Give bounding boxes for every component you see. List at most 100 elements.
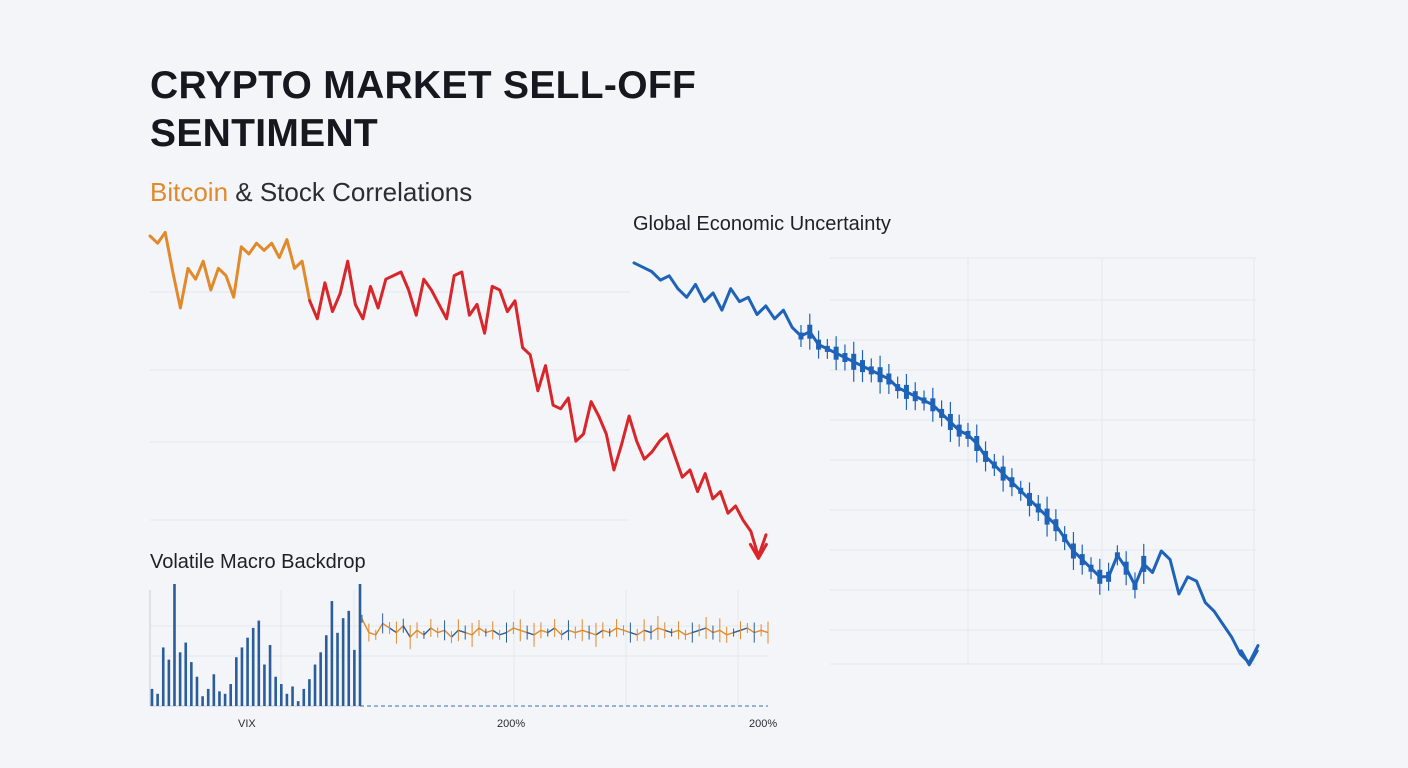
bitcoin-line-chart bbox=[148, 230, 768, 560]
volatility-line-chart bbox=[361, 613, 769, 650]
volatility-segment bbox=[740, 627, 748, 631]
vix-axis-label: VIX bbox=[238, 718, 256, 730]
global-candle-body bbox=[816, 339, 822, 350]
global-candle-body bbox=[974, 436, 980, 451]
global-candle-body bbox=[895, 384, 901, 392]
global-candle-body bbox=[868, 366, 874, 375]
volatility-segment bbox=[657, 627, 666, 631]
volatility-segment bbox=[485, 629, 493, 634]
volatility-segment bbox=[430, 627, 439, 634]
vix-bar bbox=[173, 584, 176, 706]
global-candle-body bbox=[1132, 580, 1138, 590]
global-candle-body bbox=[912, 391, 918, 402]
volatility-tick-2: 200% bbox=[749, 718, 778, 730]
vix-bar bbox=[206, 688, 210, 706]
global-candle-body bbox=[1044, 508, 1050, 525]
volatility-segment bbox=[368, 631, 376, 636]
volatility-segment bbox=[520, 629, 528, 634]
volatility-segment bbox=[595, 629, 604, 636]
volatility-segment bbox=[609, 627, 617, 634]
volatility-tick-1: 200% bbox=[497, 718, 526, 730]
volatility-segment bbox=[692, 629, 700, 634]
vix-bar bbox=[156, 693, 159, 706]
volatility-segment bbox=[382, 622, 390, 629]
volatility-segment bbox=[705, 627, 714, 634]
vix-bar bbox=[201, 696, 204, 706]
vix-bar bbox=[268, 645, 272, 706]
global-candle-body bbox=[947, 414, 953, 430]
volatility-segment bbox=[643, 629, 652, 634]
global-candle-body bbox=[1018, 487, 1024, 494]
vix-bar bbox=[308, 679, 311, 706]
global-candle-body bbox=[1106, 571, 1112, 582]
vix-bar bbox=[302, 688, 306, 706]
vix-bar bbox=[257, 620, 261, 706]
vix-bar bbox=[229, 684, 233, 706]
volatility-segment bbox=[650, 627, 659, 634]
volatility-segment bbox=[402, 625, 411, 638]
global-series-line bbox=[632, 261, 1260, 665]
vix-bar bbox=[195, 676, 199, 706]
vix-bar bbox=[313, 664, 317, 706]
global-candle-body bbox=[903, 384, 909, 399]
vix-bar bbox=[347, 610, 351, 706]
volatility-segment bbox=[678, 629, 686, 636]
global-candle-body bbox=[983, 450, 989, 462]
global-candle-body bbox=[851, 353, 857, 370]
volatility-segment bbox=[554, 627, 563, 636]
volatility-segment bbox=[540, 629, 549, 634]
vix-bar-chart bbox=[149, 584, 768, 707]
volatility-segment bbox=[568, 629, 576, 634]
volatility-segment bbox=[547, 627, 556, 634]
volatility-segment bbox=[581, 629, 590, 634]
global-candle-body bbox=[833, 346, 839, 360]
vix-bar bbox=[218, 691, 221, 706]
volatility-segment bbox=[471, 627, 480, 636]
global-candle-body bbox=[798, 332, 804, 340]
global-candle-body bbox=[1026, 492, 1032, 506]
vix-bar bbox=[161, 647, 165, 706]
vix-bar bbox=[184, 642, 188, 706]
vix-bar bbox=[240, 647, 244, 706]
volatility-segment bbox=[746, 627, 755, 634]
volatility-segment bbox=[712, 629, 721, 634]
volatility-segment bbox=[526, 631, 535, 636]
global-candle-body bbox=[1079, 554, 1085, 566]
global-candle-body bbox=[842, 353, 848, 362]
global-candle-body bbox=[1123, 561, 1129, 575]
vix-bar bbox=[330, 601, 334, 706]
volatility-segment bbox=[698, 627, 707, 631]
global-candle-body bbox=[1070, 543, 1076, 559]
volatility-segment bbox=[375, 623, 384, 636]
volatility-segment bbox=[444, 629, 452, 638]
global-candle-body bbox=[930, 398, 936, 412]
vix-bar bbox=[274, 676, 277, 706]
global-candle-body bbox=[1035, 503, 1041, 513]
volatility-segment bbox=[754, 629, 762, 634]
vix-bar bbox=[324, 635, 328, 706]
global-candle-body bbox=[1097, 569, 1103, 584]
global-candle-body bbox=[1053, 519, 1059, 532]
vix-bar bbox=[263, 664, 266, 706]
global-candle-body bbox=[921, 397, 927, 404]
volatility-segment bbox=[506, 627, 514, 634]
volatility-segment bbox=[499, 631, 507, 636]
volatility-segment bbox=[458, 629, 466, 634]
global-candle-body bbox=[1000, 466, 1006, 481]
vix-bar bbox=[246, 637, 249, 706]
vix-bar bbox=[212, 674, 216, 706]
vix-bar bbox=[190, 662, 193, 706]
volatility-segment bbox=[726, 631, 734, 636]
vix-bar bbox=[353, 649, 356, 706]
bitcoin-down-arrow bbox=[748, 542, 768, 560]
gridlines bbox=[150, 257, 1256, 665]
vix-bar bbox=[291, 686, 294, 706]
bitcoin-series-pre-crash bbox=[148, 230, 312, 310]
volatility-segment bbox=[719, 629, 728, 636]
vix-bar bbox=[319, 652, 322, 706]
chart-subtitle: Bitcoin & Stock Correlations bbox=[150, 176, 472, 208]
global-candle-body bbox=[1009, 477, 1015, 488]
volatility-segment bbox=[492, 629, 501, 636]
global-candle-body bbox=[824, 345, 830, 352]
